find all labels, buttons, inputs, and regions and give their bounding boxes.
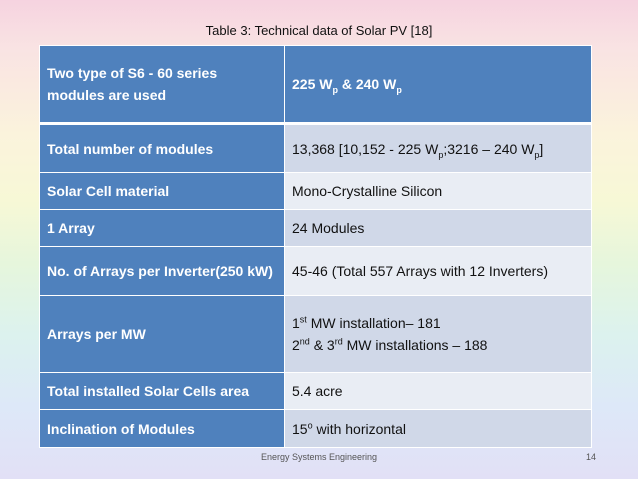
slide-footer: Energy Systems Engineering xyxy=(260,452,378,462)
value-line: 2nd & 3rd MW installations – 188 xyxy=(292,334,584,356)
row-label: Arrays per MW xyxy=(39,295,285,373)
value-text: 225 W xyxy=(292,76,333,92)
value-superscript: nd xyxy=(299,336,310,347)
table-row: No. of Arrays per Inverter(250 kW) 45-46… xyxy=(39,246,592,296)
row-label: Inclination of Modules xyxy=(39,409,285,448)
value-superscript: st xyxy=(299,314,307,325)
table-caption: Table 3: Technical data of Solar PV [18] xyxy=(205,23,433,38)
value-subscript: p xyxy=(396,84,402,95)
value-text: 2 xyxy=(292,337,300,353)
value-text: MW installation– 181 xyxy=(306,315,441,331)
row-value: 225 Wp & 240 Wp xyxy=(284,45,592,125)
table-row: 1 Array 24 Modules xyxy=(39,209,592,247)
value-text: MW installations – 188 xyxy=(342,337,488,353)
value-superscript: o xyxy=(307,419,313,430)
row-value: 15o with horizontal xyxy=(284,409,592,448)
value-text: & 240 W xyxy=(337,76,397,92)
value-text: ] xyxy=(539,140,544,157)
row-label: 1 Array xyxy=(39,209,285,247)
row-value: 45-46 (Total 557 Arrays with 12 Inverter… xyxy=(284,246,592,296)
page-number: 14 xyxy=(586,452,597,462)
row-label: No. of Arrays per Inverter(250 kW) xyxy=(39,246,285,296)
value-line: 1st MW installation– 181 xyxy=(292,312,584,334)
row-value: 24 Modules xyxy=(284,209,592,247)
value-text: 15 xyxy=(292,420,308,437)
table-row: Total number of modules 13,368 [10,152 -… xyxy=(39,123,592,173)
table-row: Total installed Solar Cells area 5.4 acr… xyxy=(39,372,592,410)
value-subscript: p xyxy=(332,84,338,95)
row-label: Solar Cell material xyxy=(39,172,285,210)
row-label: Total number of modules xyxy=(39,123,285,173)
technical-data-table: Two type of S6 - 60 series modules are u… xyxy=(39,45,592,448)
value-text: 13,368 [10,152 - 225 W xyxy=(292,140,439,157)
value-subscript: p xyxy=(438,149,444,160)
row-value: 5.4 acre xyxy=(284,372,592,410)
value-superscript: rd xyxy=(334,336,343,347)
table-row: Arrays per MW 1st MW installation– 181 2… xyxy=(39,295,592,373)
value-text: 1 xyxy=(292,315,300,331)
row-value: 13,368 [10,152 - 225 Wp;3216 – 240 Wp] xyxy=(284,123,592,173)
table-row: Two type of S6 - 60 series modules are u… xyxy=(39,45,592,125)
row-value: Mono-Crystalline Silicon xyxy=(284,172,592,210)
value-text: & 3 xyxy=(309,337,335,353)
value-text: with horizontal xyxy=(312,420,406,437)
value-subscript: p xyxy=(534,149,540,160)
value-text: ;3216 – 240 W xyxy=(443,140,535,157)
table-row: Inclination of Modules 15o with horizont… xyxy=(39,409,592,448)
row-label: Two type of S6 - 60 series modules are u… xyxy=(39,45,285,125)
row-value: 1st MW installation– 181 2nd & 3rd MW in… xyxy=(284,295,592,373)
table-row: Solar Cell material Mono-Crystalline Sil… xyxy=(39,172,592,210)
row-label: Total installed Solar Cells area xyxy=(39,372,285,410)
